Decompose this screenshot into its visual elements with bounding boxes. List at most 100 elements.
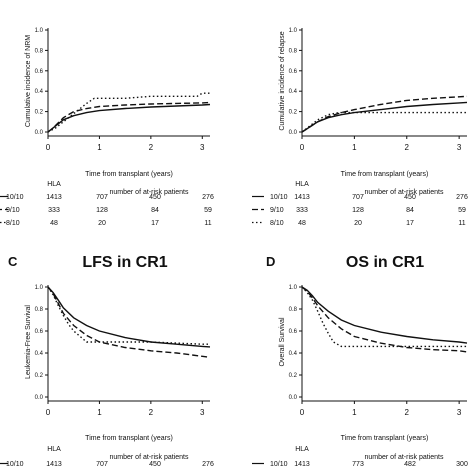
y-tick-label: 0.4 xyxy=(289,89,298,95)
x-tick-label: 3 xyxy=(457,408,462,417)
risk-row-label: 10/10 xyxy=(6,194,24,201)
x-axis-label: Time from transplant (years) xyxy=(85,171,173,178)
y-tick-label: 0.4 xyxy=(289,351,298,357)
y-tick-label: 0.0 xyxy=(289,130,298,136)
y-tick-label: 1.0 xyxy=(289,285,298,291)
y-tick-label: 0.6 xyxy=(35,69,44,75)
y-tick-label: 0.0 xyxy=(289,395,298,401)
x-tick-label: 0 xyxy=(300,408,305,417)
x-tick-label: 2 xyxy=(405,408,410,417)
x-tick-label: 0 xyxy=(300,143,305,152)
y-tick-label: 0.8 xyxy=(289,48,298,54)
risk-table-title: number of at-risk patients xyxy=(365,189,444,196)
series-line-9-10 xyxy=(47,101,211,133)
x-axis-label: Time from transplant (years) xyxy=(341,435,429,442)
risk-row-value: 276 xyxy=(202,194,214,201)
risk-row-value: 707 xyxy=(352,194,364,201)
x-tick-label: 1 xyxy=(352,408,357,417)
x-tick-label: 3 xyxy=(200,408,205,417)
y-tick-label: 0.2 xyxy=(35,110,44,116)
series-line-10-10 xyxy=(301,286,468,344)
series-line-9-10 xyxy=(301,286,468,353)
risk-row-label: 9/10 xyxy=(270,207,284,214)
series-line-10-10 xyxy=(47,286,211,348)
risk-row-value: 59 xyxy=(204,207,212,214)
risk-row-n: 1413 xyxy=(46,194,62,201)
risk-row-n: 1413 xyxy=(294,194,310,201)
y-tick-label: 0.6 xyxy=(35,329,44,335)
panel-title: LFS in CR1 xyxy=(82,254,167,271)
y-tick-label: 0.4 xyxy=(35,351,44,357)
y-axis-label: Cumulative incidence of NRM xyxy=(25,35,32,127)
risk-table-title: number of at-risk patients xyxy=(110,454,189,461)
risk-row-label: 8/10 xyxy=(6,220,20,227)
risk-row-value: 482 xyxy=(404,461,416,468)
series-line-10-10 xyxy=(47,103,211,133)
risk-row-value: 20 xyxy=(354,220,362,227)
risk-row-value: 84 xyxy=(151,207,159,214)
risk-row-value: 300 xyxy=(456,461,468,468)
risk-row-label: 9/10 xyxy=(6,207,20,214)
y-tick-label: 0.6 xyxy=(289,69,298,75)
panel-letter: C xyxy=(8,254,18,269)
series-line-10-10 xyxy=(301,101,468,133)
risk-row-label: 10/10 xyxy=(270,194,288,201)
x-tick-label: 3 xyxy=(457,143,462,152)
y-tick-label: 0.2 xyxy=(289,373,298,379)
x-tick-label: 2 xyxy=(149,408,154,417)
risk-row-value: 84 xyxy=(406,207,414,214)
series-line-8-10 xyxy=(301,286,467,348)
x-tick-label: 1 xyxy=(352,143,357,152)
y-tick-label: 0.6 xyxy=(289,329,298,335)
y-tick-label: 0.2 xyxy=(35,373,44,379)
y-tick-label: 0.8 xyxy=(289,307,298,313)
risk-row-value: 11 xyxy=(458,220,465,227)
risk-table-title: number of at-risk patients xyxy=(110,189,189,196)
risk-row-n: 1413 xyxy=(294,461,310,468)
y-tick-label: 0.4 xyxy=(35,89,44,95)
y-tick-label: 0.8 xyxy=(35,307,44,313)
risk-row-value: 11 xyxy=(204,220,211,227)
panel-letter: D xyxy=(266,254,275,269)
risk-row-value: 20 xyxy=(98,220,106,227)
x-tick-label: 0 xyxy=(46,143,51,152)
x-tick-label: 0 xyxy=(46,408,51,417)
risk-row-n: 1413 xyxy=(46,461,62,468)
risk-row-value: 707 xyxy=(96,461,108,468)
y-tick-label: 0.0 xyxy=(35,130,44,136)
x-tick-label: 1 xyxy=(97,408,102,417)
risk-row-value: 707 xyxy=(96,194,108,201)
risk-row-value: 450 xyxy=(404,194,416,201)
risk-table-header: HLA xyxy=(47,446,61,453)
risk-row-value: 59 xyxy=(458,207,466,214)
y-tick-label: 0.2 xyxy=(289,110,298,116)
risk-row-value: 276 xyxy=(456,194,468,201)
y-tick-label: 1.0 xyxy=(35,285,44,291)
risk-row-label: 10/10 xyxy=(6,461,24,468)
y-tick-label: 0.8 xyxy=(35,48,44,54)
y-axis-label: Overall Survival xyxy=(279,317,286,366)
risk-row-n: 333 xyxy=(296,207,308,214)
risk-row-value: 128 xyxy=(96,207,108,214)
risk-row-n: 48 xyxy=(298,220,306,227)
risk-row-value: 773 xyxy=(352,461,364,468)
risk-row-value: 276 xyxy=(202,461,214,468)
x-axis-label: Time from transplant (years) xyxy=(341,171,429,178)
panel-title: OS in CR1 xyxy=(346,254,424,271)
risk-table-title: number of at-risk patients xyxy=(365,454,444,461)
series-line-9-10 xyxy=(47,286,211,359)
y-tick-label: 0.0 xyxy=(35,395,44,401)
series-line-8-10 xyxy=(47,286,210,345)
series-line-8-10 xyxy=(47,92,210,133)
y-axis-label: Leukemia-Free Survival xyxy=(25,305,32,379)
risk-table-header: HLA xyxy=(47,181,61,188)
y-axis-label: Cumulative incidence of relapse xyxy=(279,31,286,130)
y-tick-label: 1.0 xyxy=(289,28,298,34)
x-tick-label: 2 xyxy=(149,143,154,152)
risk-row-value: 450 xyxy=(149,461,161,468)
x-tick-label: 3 xyxy=(200,143,205,152)
x-axis-label: Time from transplant (years) xyxy=(85,435,173,442)
y-tick-label: 1.0 xyxy=(35,28,44,34)
x-tick-label: 2 xyxy=(405,143,410,152)
